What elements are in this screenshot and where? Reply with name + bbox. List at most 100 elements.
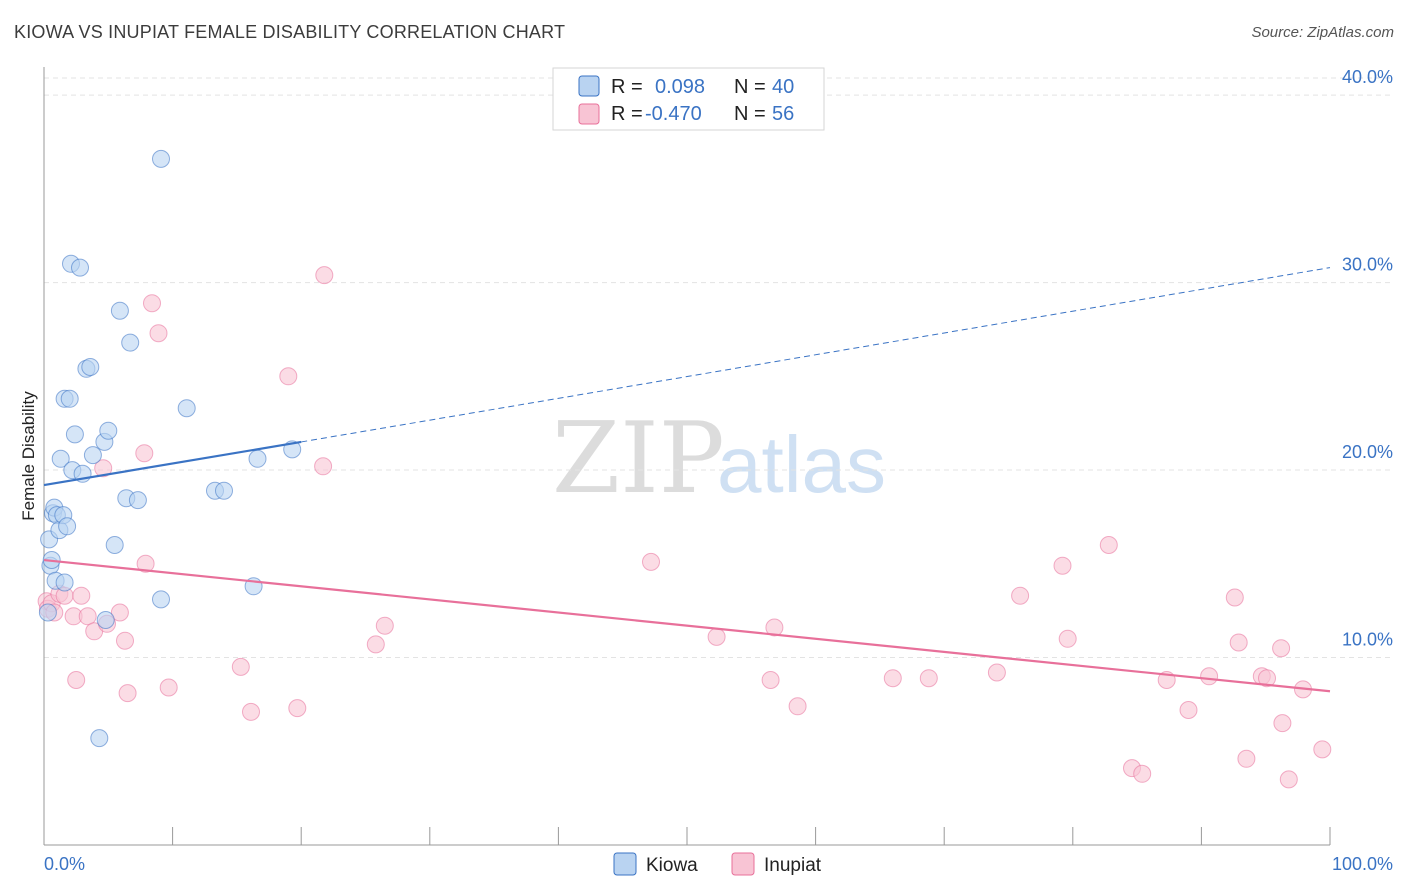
kiowa-r-label: R = — [611, 76, 643, 98]
inupiat-point — [279, 367, 298, 386]
inupiat-point — [136, 554, 155, 573]
inupiat-point — [149, 324, 168, 343]
inupiat-point — [707, 627, 726, 646]
inupiat-r-label: R = — [611, 103, 643, 125]
inupiat-point — [1279, 770, 1298, 789]
inupiat-series-swatch — [731, 852, 755, 876]
kiowa-point — [128, 491, 147, 510]
inupiat-n-value: 56 — [772, 103, 794, 125]
kiowa-point — [38, 603, 57, 622]
inupiat-point — [1099, 536, 1118, 554]
chart-title: KIOWA VS INUPIAT FEMALE DISABILITY CORRE… — [14, 22, 566, 42]
inupiat-point — [375, 616, 394, 635]
inupiat-point — [1058, 629, 1077, 648]
kiowa-r-value: 0.098 — [655, 76, 705, 98]
kiowa-point — [177, 399, 196, 418]
inupiat-point — [67, 671, 86, 689]
kiowa-point — [65, 425, 84, 444]
kiowa-legend-swatch — [578, 75, 600, 97]
series-legend: Kiowa Inupiat — [613, 852, 822, 876]
kiowa-point — [96, 611, 115, 629]
kiowa-point — [248, 449, 267, 468]
kiowa-point — [110, 301, 129, 320]
kiowa-n-label: N = — [734, 76, 766, 98]
kiowa-series-label: Kiowa — [646, 855, 698, 876]
inupiat-point — [1053, 556, 1072, 575]
inupiat-point — [919, 669, 938, 688]
watermark-atlas: atlas — [717, 420, 886, 509]
inupiat-point — [765, 618, 784, 637]
x-ticks — [43, 827, 1331, 845]
inupiat-point — [314, 457, 333, 476]
inupiat-point — [242, 702, 260, 721]
source-label: Source: ZipAtlas.com — [1251, 24, 1394, 41]
inupiat-point — [1011, 586, 1030, 605]
inupiat-point — [987, 663, 1006, 682]
inupiat-trend-line — [43, 558, 1331, 693]
inupiat-point — [135, 444, 154, 463]
kiowa-points — [38, 149, 302, 748]
kiowa-point — [60, 389, 79, 408]
inupiat-point — [642, 552, 660, 571]
inupiat-point — [788, 697, 807, 716]
y-axis-label: Female Disability — [19, 391, 38, 521]
kiowa-point — [105, 536, 124, 554]
inupiat-r-value: -0.470 — [645, 103, 702, 125]
inupiat-point — [72, 586, 91, 605]
watermark-zip: ZIP — [552, 402, 725, 516]
inupiat-n-label: N = — [734, 103, 766, 125]
inupiat-point — [761, 671, 780, 689]
kiowa-point — [58, 517, 77, 536]
kiowa-point — [90, 729, 109, 748]
kiowa-point — [152, 590, 170, 609]
inupiat-point — [1313, 740, 1332, 759]
inupiat-point — [78, 607, 97, 626]
kiowa-n-value: 40 — [772, 76, 794, 98]
inupiat-series-label: Inupiat — [764, 855, 822, 876]
kiowa-point — [121, 333, 140, 352]
inupiat-point — [231, 657, 250, 676]
inupiat-point — [288, 699, 307, 718]
kiowa-point — [55, 573, 74, 592]
y-tick-label: 40.0% — [1342, 67, 1393, 87]
kiowa-series-swatch — [613, 852, 637, 876]
kiowa-point — [51, 449, 70, 468]
kiowa-trend-line — [43, 440, 302, 487]
inupiat-point — [315, 266, 334, 285]
inupiat-point — [1258, 669, 1276, 688]
inupiat-point — [143, 294, 161, 313]
x-tick-label-max: 100.0% — [1332, 854, 1393, 874]
x-tick-label-min: 0.0% — [44, 854, 85, 874]
inupiat-point — [883, 669, 902, 688]
inupiat-point — [1272, 639, 1291, 658]
inupiat-point — [1179, 701, 1198, 719]
kiowa-point — [99, 421, 118, 440]
kiowa-point — [71, 258, 89, 277]
inupiat-point — [159, 678, 178, 697]
kiowa-point — [83, 446, 102, 465]
inupiat-point — [1200, 667, 1219, 686]
inupiat-point — [118, 684, 137, 703]
inupiat-point — [1237, 749, 1256, 768]
stats-legend: R = 0.098 N = 40 R = -0.470 N = 56 — [552, 67, 825, 131]
kiowa-point — [152, 149, 170, 168]
y-tick-labels: 10.0% 20.0% 30.0% 40.0% — [1342, 67, 1393, 649]
inupiat-point — [366, 635, 385, 654]
inupiat-point — [1273, 714, 1292, 733]
inupiat-point — [1229, 633, 1248, 652]
inupiat-legend-swatch — [578, 103, 600, 125]
inupiat-point — [94, 459, 113, 478]
kiowa-trend-extension — [301, 267, 1331, 443]
y-tick-label: 20.0% — [1342, 442, 1393, 462]
inupiat-point — [1133, 764, 1152, 783]
inupiat-point — [116, 631, 134, 650]
trend-lines — [43, 267, 1331, 693]
y-tick-label: 30.0% — [1342, 255, 1393, 275]
inupiat-point — [1225, 588, 1244, 607]
inupiat-point — [110, 603, 129, 622]
gridlines — [44, 77, 1393, 659]
kiowa-point — [81, 358, 100, 376]
kiowa-point — [215, 481, 233, 500]
inupiat-points — [37, 266, 1332, 789]
